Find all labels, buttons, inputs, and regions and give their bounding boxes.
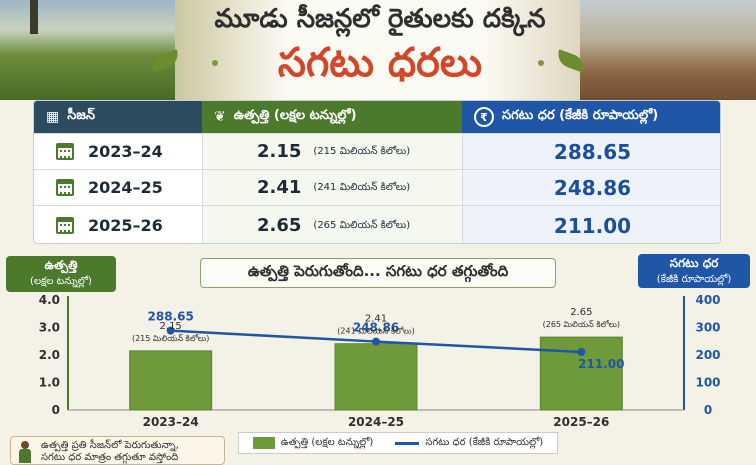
chart-legend: ఉత్పత్తి (లక్షల టన్నుల్లో) సగటు ధర (కేజీ…: [238, 432, 558, 454]
tree-silhouette: [30, 0, 38, 34]
table-row: 2024–25 2.41 (241 మిలియన్ కిలోలు) 248.86: [34, 169, 720, 205]
table-header-season: ▦ సీజన్: [34, 101, 202, 133]
production-data-label: 2.15: [160, 321, 182, 332]
right-tick-label: 0: [704, 403, 712, 417]
combo-chart: 0 1.0 2.0 3.0 4.0 0 100 200 300 400 2023–24 2024–25…: [0, 250, 756, 465]
table-row: 2023–24 2.15 (215 మిలియన్ కిలోలు) 288.65: [34, 133, 720, 169]
table-header-price: ₹ సగటు ధర (కేజీకి రూపాయల్లో): [462, 101, 720, 133]
price-data-label: 248.86: [353, 321, 399, 335]
field-photo: [0, 0, 175, 100]
calendar-icon: [56, 179, 74, 196]
price-data-label: 211.00: [578, 357, 624, 371]
calendar-icon: [56, 143, 74, 160]
production-note: (265 మిలియన్ కిలోలు): [313, 219, 411, 231]
season-cell: 2024–25: [88, 178, 163, 197]
right-tick-label: 300: [695, 321, 720, 335]
price-point: [166, 326, 175, 335]
note-line-1: ఉత్పత్తి ప్రతి సీజన్‌లో పెరుగుతున్నా,: [41, 440, 179, 451]
production-data-label: 2.65: [570, 307, 592, 318]
rupee-icon: ₹: [474, 107, 494, 127]
right-tick-label: 400: [695, 293, 720, 307]
production-data-label: 2.41: [365, 314, 387, 325]
right-axis-title: సగటు ధర (కేజీకి రూపాయల్లో): [638, 254, 750, 288]
title-line-2: సగటు ధరలు: [277, 40, 483, 86]
price-point: [372, 337, 380, 346]
left-tick-label: 4.0: [39, 293, 60, 307]
price-point: [577, 347, 586, 356]
dot-right-icon: [538, 60, 544, 66]
note-line-2: సగటు ధర మాత్రం తగ్గుతూ వస్తోంది: [41, 452, 179, 463]
header-banner: మూడు సీజన్లలో రైతులకు దక్కిన సగటు ధరలు: [0, 0, 756, 100]
legend-line-label: సగటు ధర (కేజీకి రూపాయల్లో): [425, 437, 544, 448]
table-header-season-label: సీజన్: [67, 108, 95, 123]
legend-bar-label: ఉత్పత్తి (లక్షల టన్నుల్లో): [280, 437, 374, 448]
title-line-1: మూడు సీజన్లలో రైతులకు దక్కిన: [214, 4, 546, 34]
production-cell: 2.65: [257, 215, 302, 236]
right-axis-unit: (కేజీకి రూపాయల్లో): [656, 274, 732, 285]
left-tick-label: 3.0: [39, 321, 60, 335]
calendar-icon: [56, 217, 74, 234]
legend-line-swatch: [395, 441, 420, 445]
right-tick-label: 200: [695, 348, 720, 362]
wheat-icon: ❦: [214, 109, 226, 125]
production-data-sublabel: (241 మిలియన్ కిలోలు): [337, 327, 414, 336]
chart-svg: 0 1.0 2.0 3.0 4.0 0 100 200 300 400 2023–24 2024–25…: [39, 293, 721, 429]
price-cell: 288.65: [553, 139, 632, 164]
production-data-sublabel: (265 మిలియన్ కిలోలు): [543, 320, 620, 329]
x-tick-label: 2025–26: [553, 415, 609, 429]
chart-subtitle: ఉత్పత్తి పెరుగుతోంది... సగటు ధర తగ్గుతోం…: [200, 258, 556, 288]
left-axis-unit: (లక్షల టన్నుల్లో): [30, 276, 92, 287]
price-cell: 211.00: [553, 213, 632, 238]
farmer-icon: [17, 441, 33, 463]
price-cell: 248.86: [553, 175, 632, 200]
production-data-sublabel: (215 మిలియన్ కిలోలు): [132, 334, 209, 343]
warehouse-photo: [580, 0, 756, 100]
production-cell: 2.41: [257, 177, 302, 198]
season-cell: 2025–26: [88, 216, 163, 235]
right-axis-label: సగటు ధర: [669, 256, 719, 270]
left-tick-label: 0: [52, 403, 60, 417]
table-header-production-label: ఉత్పత్తి (లక్షల టన్నుల్లో): [233, 108, 357, 123]
left-axis-label: ఉత్పత్తి: [44, 258, 78, 272]
table-header-price-label: సగటు ధర (కేజీకి రూపాయల్లో): [502, 108, 659, 123]
table-row: 2025–26 2.65 (265 మిలియన్ కిలోలు) 211.00: [34, 205, 720, 243]
production-note: (241 మిలియన్ కిలోలు): [313, 181, 411, 193]
price-table: ▦ సీజన్ ❦ ఉత్పత్తి (లక్షల టన్నుల్లో) ₹ స…: [33, 100, 721, 244]
note-box: ఉత్పత్తి ప్రతి సీజన్‌లో పెరుగుతున్నా, సగ…: [10, 436, 225, 465]
price-data-label: 288.65: [148, 310, 194, 324]
bar-mark: [334, 343, 418, 411]
left-tick-label: 1.0: [39, 376, 60, 390]
dot-left-icon: [212, 60, 218, 66]
season-cell: 2023–24: [88, 142, 163, 161]
right-tick-label: 100: [695, 376, 720, 390]
legend-bar-swatch: [252, 437, 275, 449]
table-header-production: ❦ ఉత్పత్తి (లక్షల టన్నుల్లో): [202, 101, 462, 133]
production-note: (215 మిలియన్ కిలోలు): [313, 145, 411, 157]
production-cell: 2.15: [257, 141, 302, 162]
left-tick-label: 2.0: [39, 348, 60, 362]
x-tick-label: 2024–25: [348, 415, 404, 429]
left-axis-title: ఉత్పత్తి (లక్షల టన్నుల్లో): [6, 256, 116, 292]
bar-mark: [129, 350, 213, 411]
x-tick-label: 2023–24: [143, 415, 199, 429]
calendar-icon: ▦: [46, 109, 60, 125]
